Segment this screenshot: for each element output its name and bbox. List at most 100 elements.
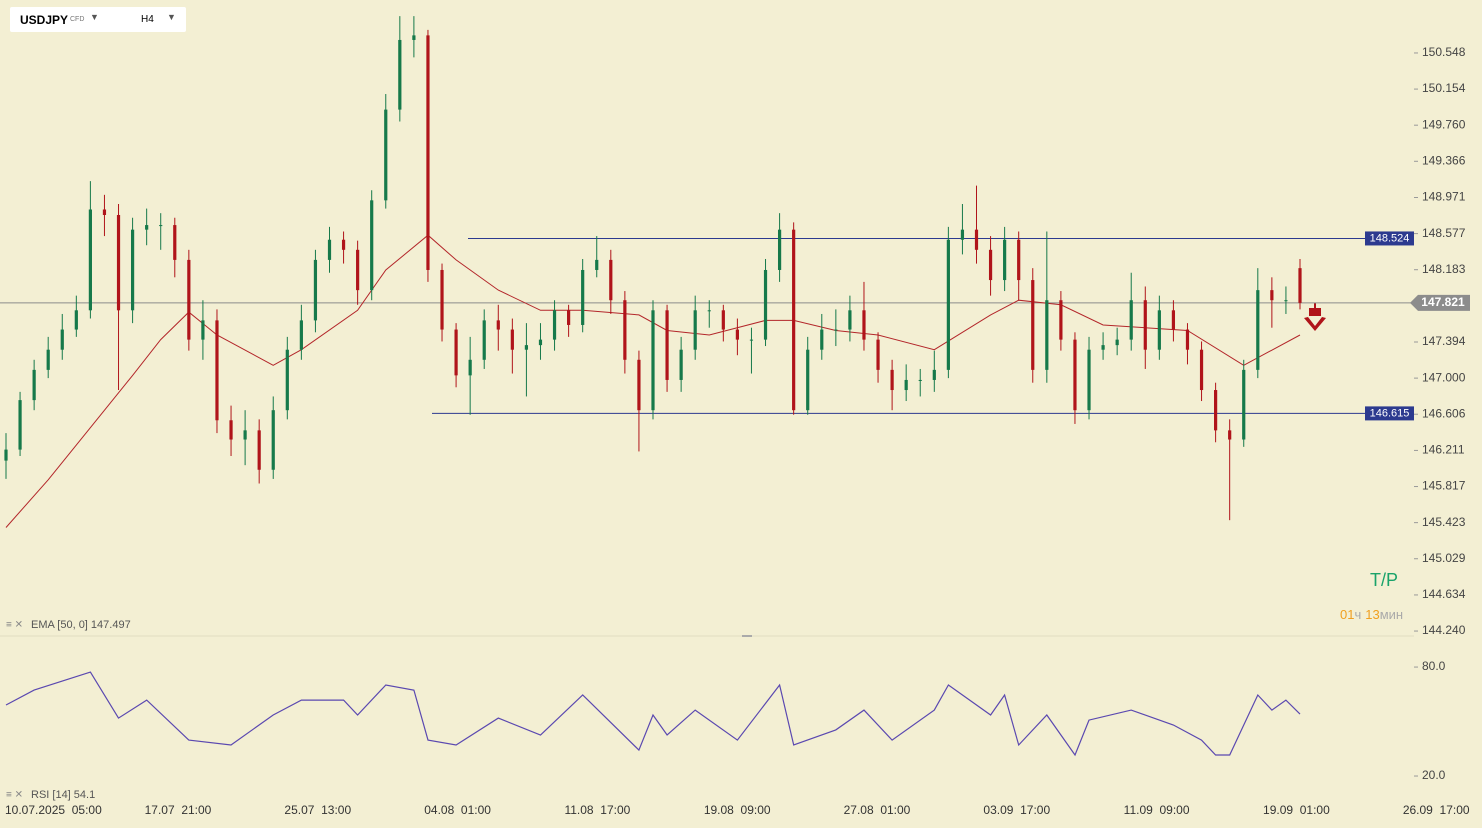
ema-legend: EMA [50, 0] 147.497	[31, 619, 131, 631]
candle-body	[130, 229, 135, 311]
level-label: 146.615	[1370, 407, 1410, 419]
candle-body	[1298, 268, 1302, 303]
y-tick-label: 148.971	[1422, 190, 1466, 204]
y-tick-label: 145.817	[1422, 479, 1466, 493]
y-tick-label: 150.154	[1422, 81, 1466, 95]
candle-body	[974, 229, 979, 250]
candle-body	[623, 300, 627, 360]
candle-body	[201, 320, 205, 340]
rsi-icons[interactable]: ≡ ✕	[6, 790, 23, 801]
candle-body	[904, 379, 908, 391]
candle-body	[1270, 290, 1274, 301]
candle-body	[243, 430, 247, 440]
candle-body	[102, 209, 107, 215]
candle-body	[1101, 345, 1105, 350]
candle-body	[60, 329, 64, 350]
timeframe-dropdown[interactable]: ▼	[167, 12, 176, 22]
candle-body	[988, 249, 993, 281]
candle-body	[552, 310, 557, 340]
candle-body	[1284, 300, 1288, 302]
y-tick-label: 147.394	[1422, 334, 1466, 348]
timer: 01ч 13мин	[1340, 607, 1403, 622]
y-tick-label: 80.0	[1422, 659, 1446, 673]
candle-body	[538, 339, 543, 346]
timer-hours: 01	[1340, 607, 1354, 622]
level-label: 148.524	[1370, 232, 1410, 244]
candle-body	[581, 269, 585, 325]
candle-body	[820, 329, 824, 350]
y-tick-label: 146.211	[1422, 443, 1465, 457]
symbol-selector[interactable]: USDJPY CFD ▼ H4 ▼	[10, 7, 186, 32]
candle-body	[876, 339, 880, 370]
candle-body	[299, 320, 303, 350]
y-tick-label: 148.577	[1422, 226, 1466, 240]
candle-body	[1059, 300, 1063, 340]
candle-body	[1087, 349, 1091, 411]
candle-body	[1129, 300, 1133, 340]
candle-body	[496, 320, 500, 330]
candle-body	[440, 269, 444, 330]
ema-icons[interactable]: ≡ ✕	[6, 620, 23, 631]
symbol: USDJPY	[20, 13, 69, 27]
x-tick-label: 03.09 17:00	[983, 803, 1050, 817]
candle-body	[609, 259, 613, 301]
candle-body	[18, 400, 22, 450]
candle-body	[960, 229, 965, 240]
x-tick-label: 19.08 09:00	[704, 803, 771, 817]
candle-body	[679, 349, 683, 380]
candle-body	[285, 349, 289, 411]
y-tick-label: 145.029	[1422, 551, 1466, 565]
candle-body	[74, 310, 78, 330]
sell-arrow	[1304, 303, 1326, 331]
candle-body	[524, 345, 529, 350]
x-tick-label: 26.09 17:00	[1403, 803, 1470, 817]
candle-body	[1045, 300, 1049, 370]
candle-body	[257, 430, 261, 470]
x-tick-label: 27.08 01:00	[844, 803, 911, 817]
candle-body	[834, 329, 838, 331]
candle-body	[1003, 239, 1007, 281]
candle-body	[763, 269, 768, 340]
candle-body	[215, 320, 219, 421]
candle-body	[370, 200, 374, 291]
candle-body	[932, 369, 936, 380]
candle-body	[145, 225, 149, 230]
last-price-box	[1410, 294, 1470, 311]
candle-body	[918, 379, 922, 381]
tp-label: T/P	[1370, 570, 1398, 590]
y-tick-label: 145.423	[1422, 515, 1466, 529]
candle-body	[792, 229, 796, 411]
candle-body	[1143, 300, 1147, 350]
y-tick-label: 144.634	[1422, 587, 1466, 601]
x-tick-label: 11.09 09:00	[1124, 803, 1190, 817]
x-tick-label: 10.07.2025 05:00	[5, 803, 102, 817]
candle-body	[1242, 369, 1246, 440]
level-label-box	[1365, 231, 1414, 246]
candle-body	[482, 320, 486, 360]
candle-body	[749, 339, 754, 341]
candle-body	[426, 35, 430, 270]
candle-body	[890, 369, 894, 391]
candle-body	[187, 259, 191, 340]
y-tick-label: 148.183	[1422, 262, 1466, 276]
y-tick-label: 150.548	[1422, 45, 1466, 59]
candle-body	[806, 349, 810, 411]
instrument-type: CFD	[70, 16, 85, 23]
candle-body	[229, 420, 233, 440]
candle-body	[1185, 329, 1190, 350]
candle-body	[398, 39, 402, 110]
candle-body	[848, 310, 852, 330]
candle-body	[341, 239, 346, 250]
candle-body	[510, 329, 514, 350]
candle-body	[595, 259, 599, 270]
last-price-label: 147.821	[1421, 295, 1465, 309]
candle-body	[693, 310, 697, 350]
rsi-line	[5, 671, 1301, 757]
symbol-dropdown[interactable]: ▼	[90, 12, 99, 22]
y-tick-label: 149.760	[1422, 117, 1466, 131]
candle-body	[777, 229, 782, 270]
y-tick-label: 146.606	[1422, 406, 1466, 420]
timeframe: H4	[141, 14, 154, 25]
